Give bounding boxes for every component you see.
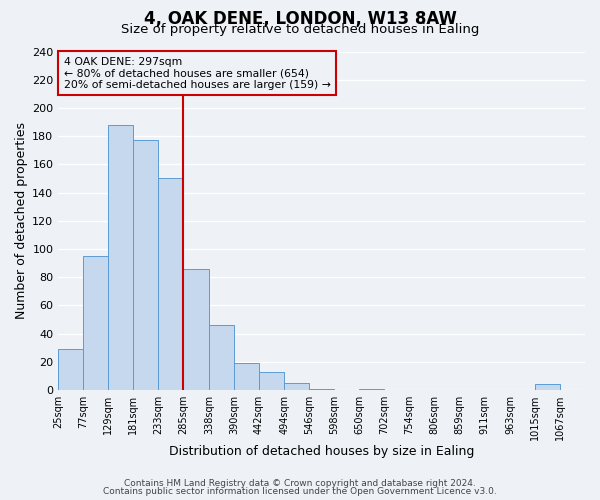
- Bar: [133, 140, 158, 390]
- Bar: [83, 256, 109, 390]
- Bar: [109, 125, 133, 390]
- Bar: [234, 364, 259, 390]
- Text: Size of property relative to detached houses in Ealing: Size of property relative to detached ho…: [121, 22, 479, 36]
- Bar: [158, 178, 184, 390]
- Bar: [58, 349, 83, 390]
- Bar: [259, 372, 284, 390]
- Text: Contains HM Land Registry data © Crown copyright and database right 2024.: Contains HM Land Registry data © Crown c…: [124, 478, 476, 488]
- Bar: [209, 325, 234, 390]
- Text: 4, OAK DENE, LONDON, W13 8AW: 4, OAK DENE, LONDON, W13 8AW: [143, 10, 457, 28]
- Bar: [359, 388, 384, 390]
- Bar: [309, 388, 334, 390]
- Text: 4 OAK DENE: 297sqm
← 80% of detached houses are smaller (654)
20% of semi-detach: 4 OAK DENE: 297sqm ← 80% of detached hou…: [64, 56, 331, 90]
- Bar: [535, 384, 560, 390]
- Bar: [284, 383, 309, 390]
- X-axis label: Distribution of detached houses by size in Ealing: Distribution of detached houses by size …: [169, 444, 475, 458]
- Bar: [184, 269, 209, 390]
- Text: Contains public sector information licensed under the Open Government Licence v3: Contains public sector information licen…: [103, 487, 497, 496]
- Y-axis label: Number of detached properties: Number of detached properties: [15, 122, 28, 320]
